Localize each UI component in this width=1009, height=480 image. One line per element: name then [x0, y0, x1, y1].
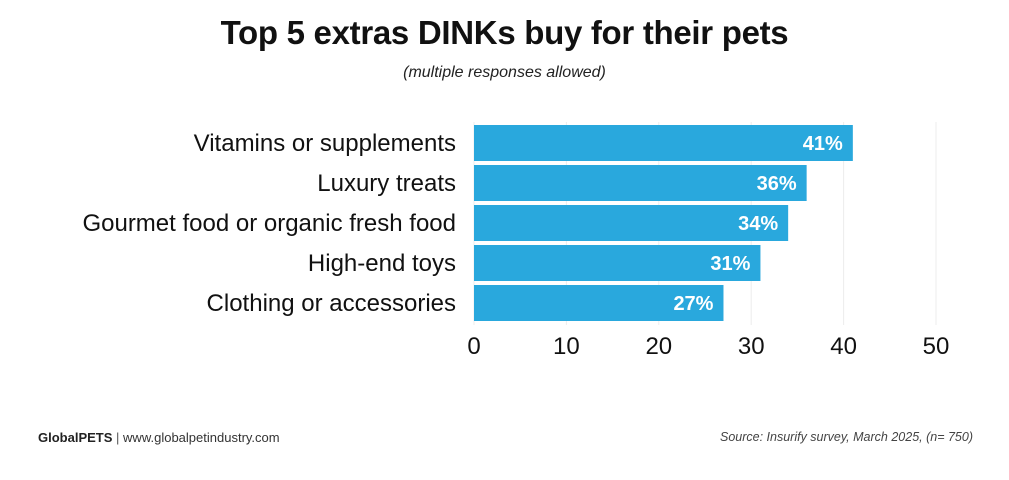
bar-2: [474, 205, 789, 241]
x-tick-label-10: 10: [553, 333, 580, 360]
chart-title: Top 5 extras DINKs buy for their pets: [220, 14, 789, 51]
chart-subtitle: (multiple responses allowed): [403, 64, 606, 81]
bar-4: [474, 285, 724, 321]
brand-name: GlobalPETS: [38, 430, 113, 445]
x-tick-label-0: 0: [467, 333, 480, 360]
x-tick-label-50: 50: [923, 333, 950, 360]
x-tick-label-20: 20: [645, 333, 672, 360]
value-label-0: 41%: [803, 133, 843, 155]
value-label-2: 34%: [738, 213, 778, 235]
website-link[interactable]: www.globalpetindustry.com: [123, 430, 280, 445]
footer-credit: GlobalPETS | www.globalpetindustry.com: [38, 430, 280, 445]
footer-separator: |: [116, 430, 120, 445]
bar-3: [474, 245, 761, 281]
value-label-1: 36%: [757, 173, 797, 195]
x-tick-label-40: 40: [830, 333, 857, 360]
category-label-4: Clothing or accessories: [207, 290, 456, 317]
category-label-0: Vitamins or supplements: [194, 130, 456, 157]
bar-0: [474, 125, 853, 161]
x-tick-label-30: 30: [738, 333, 765, 360]
bar-1: [474, 165, 807, 201]
value-label-3: 31%: [710, 253, 750, 275]
source-note: Source: Insurify survey, March 2025, (n=…: [719, 430, 973, 444]
category-label-3: High-end toys: [308, 250, 456, 277]
category-label-1: Luxury treats: [317, 170, 456, 197]
category-label-2: Gourmet food or organic fresh food: [82, 210, 456, 237]
value-label-4: 27%: [673, 293, 713, 315]
